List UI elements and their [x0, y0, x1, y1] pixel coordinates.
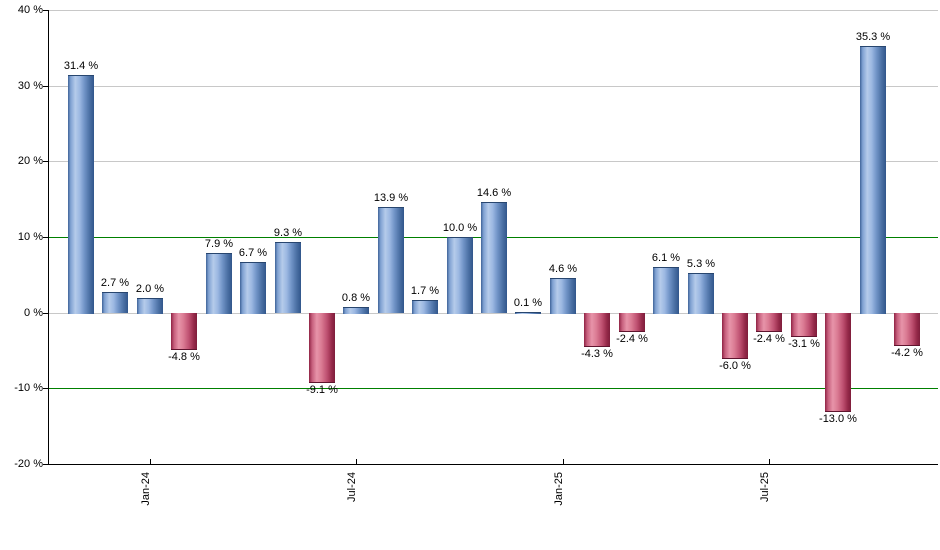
bar-negative[interactable]: [756, 313, 782, 332]
bar-value-label: 35.3 %: [855, 31, 891, 43]
bar-positive[interactable]: [275, 242, 301, 313]
bar-negative[interactable]: [584, 313, 610, 347]
bar-value-label: -2.4 %: [616, 333, 648, 345]
x-axis-tick: [769, 459, 770, 464]
x-axis-tick-label: Jan-24: [140, 472, 152, 506]
y-axis-tick: [43, 313, 48, 314]
bar-value-label: 2.7 %: [100, 277, 130, 289]
bar-value-label: 1.7 %: [410, 285, 440, 297]
x-axis-tick: [150, 459, 151, 464]
y-axis-tick: [43, 388, 48, 389]
bar-value-label: -3.1 %: [788, 338, 820, 350]
y-axis-line: [48, 10, 49, 464]
bar-value-label: 6.7 %: [238, 247, 268, 259]
y-axis-tick-label: 20 %: [17, 155, 43, 167]
y-axis-tick: [43, 237, 48, 238]
bar-value-label: -4.2 %: [891, 347, 923, 359]
bar-positive[interactable]: [447, 237, 473, 314]
y-axis-tick: [43, 10, 48, 11]
y-axis-tick: [43, 161, 48, 162]
y-axis-tick-label: 10 %: [17, 231, 43, 243]
bar-value-label: 4.6 %: [548, 263, 578, 275]
x-axis-tick-label: Jul-25: [759, 472, 771, 502]
y-axis-tick-label: 40 %: [17, 4, 43, 16]
bar-negative[interactable]: [791, 313, 817, 337]
bar-value-label: 6.1 %: [651, 252, 681, 264]
bar-value-label: 31.4 %: [63, 60, 99, 72]
bar-value-label: -9.1 %: [306, 384, 338, 396]
x-axis-tick-label: Jan-25: [553, 472, 565, 506]
x-axis-tick: [563, 459, 564, 464]
y-axis-tick: [43, 86, 48, 87]
bar-value-label: -13.0 %: [819, 413, 857, 425]
bar-negative[interactable]: [894, 313, 920, 346]
bar-value-label: 7.9 %: [204, 238, 234, 250]
gridline: [49, 10, 938, 11]
bar-positive[interactable]: [343, 307, 369, 314]
bar-positive[interactable]: [68, 75, 94, 314]
y-axis-tick-label: 0 %: [24, 307, 43, 319]
bar-negative[interactable]: [722, 313, 748, 359]
bar-value-label: 0.8 %: [341, 292, 371, 304]
bar-value-label: 9.3 %: [273, 227, 303, 239]
bar-positive[interactable]: [550, 278, 576, 314]
bar-value-label: 13.9 %: [373, 192, 409, 204]
bar-value-label: 14.6 %: [476, 187, 512, 199]
bar-negative[interactable]: [619, 313, 645, 332]
gridline: [49, 161, 938, 162]
x-axis-tick-label: Jul-24: [346, 472, 358, 502]
bar-negative[interactable]: [309, 313, 335, 383]
bar-positive[interactable]: [481, 202, 507, 313]
y-axis-tick: [43, 464, 48, 465]
bar-positive[interactable]: [240, 262, 266, 314]
bar-positive[interactable]: [860, 46, 886, 314]
bar-positive[interactable]: [653, 267, 679, 314]
threshold-gridline: [49, 388, 938, 389]
bar-positive[interactable]: [515, 312, 541, 314]
bar-positive[interactable]: [137, 298, 163, 314]
bar-negative[interactable]: [825, 313, 851, 412]
bar-value-label: 5.3 %: [686, 258, 716, 270]
y-axis-tick-label: -10 %: [14, 382, 43, 394]
bar-positive[interactable]: [412, 300, 438, 314]
bar-positive[interactable]: [378, 207, 404, 313]
y-axis-tick-label: 30 %: [17, 80, 43, 92]
bar-value-label: 2.0 %: [135, 283, 165, 295]
gridline: [49, 86, 938, 87]
x-axis-line: [48, 464, 938, 465]
bar-value-label: -6.0 %: [719, 360, 751, 372]
gridline: [49, 313, 938, 314]
bar-value-label: -2.4 %: [753, 333, 785, 345]
bar-value-label: -4.8 %: [168, 351, 200, 363]
bar-value-label: 0.1 %: [513, 297, 543, 309]
y-axis-tick-label: -20 %: [14, 458, 43, 470]
bar-negative[interactable]: [171, 313, 197, 350]
bar-positive[interactable]: [206, 253, 232, 314]
bar-positive[interactable]: [102, 292, 128, 313]
bar-value-label: 10.0 %: [442, 222, 478, 234]
x-axis-tick: [356, 459, 357, 464]
bar-positive[interactable]: [688, 273, 714, 314]
bar-value-label: -4.3 %: [581, 348, 613, 360]
